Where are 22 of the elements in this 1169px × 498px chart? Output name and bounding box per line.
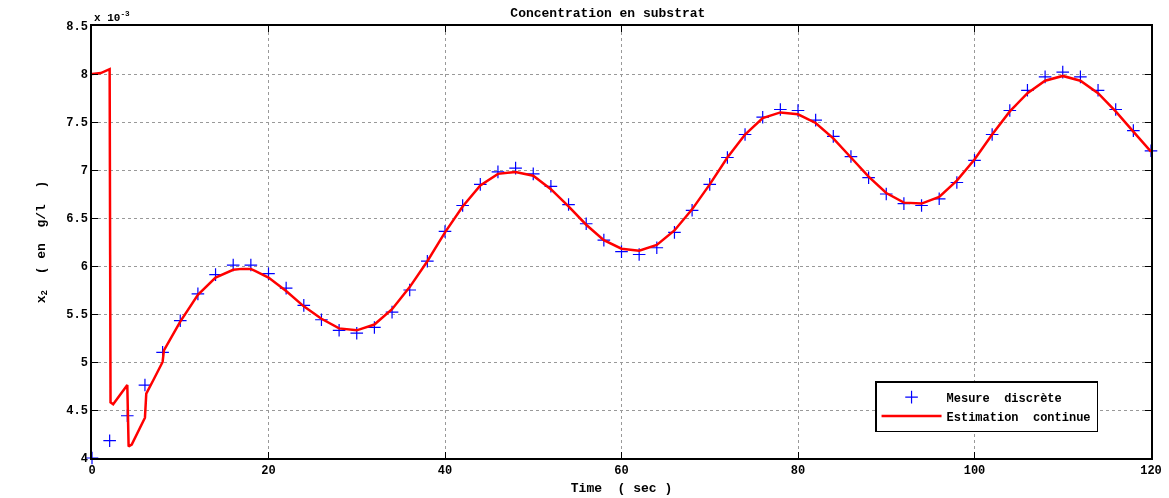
- legend-label: Mesure discrète: [946, 391, 1062, 406]
- x-tick-label: 40: [437, 464, 453, 479]
- y-tick-label: 7: [80, 164, 88, 179]
- y-tick-label: 4.5: [66, 404, 88, 419]
- x-tick-label: 20: [261, 464, 276, 479]
- text: x 10$^{-3}$: [94, 10, 131, 24]
- x-tick-label: 120: [1140, 464, 1162, 479]
- y-tick-label: 8.5: [66, 20, 88, 35]
- x-tick-label: 100: [963, 464, 986, 479]
- y-tick-label: 4: [80, 452, 88, 467]
- legend-label: Estimation continue: [946, 410, 1091, 425]
- y-tick-label: 6.5: [66, 212, 88, 227]
- x-tick-label: 0: [88, 464, 96, 479]
- y-tick-label: 5.5: [66, 308, 88, 323]
- y-tick-label: 7.5: [66, 116, 88, 131]
- y-tick-label: 6: [80, 260, 88, 275]
- x-tick-label: 80: [790, 464, 806, 479]
- y-tick-label: 8: [80, 68, 88, 83]
- chart-title: Concentration en substrat: [510, 5, 706, 21]
- y-tick-label: 5: [80, 356, 88, 371]
- x-tick-label: 60: [614, 464, 629, 479]
- x-axis-title: Time ( sec ): [570, 481, 673, 497]
